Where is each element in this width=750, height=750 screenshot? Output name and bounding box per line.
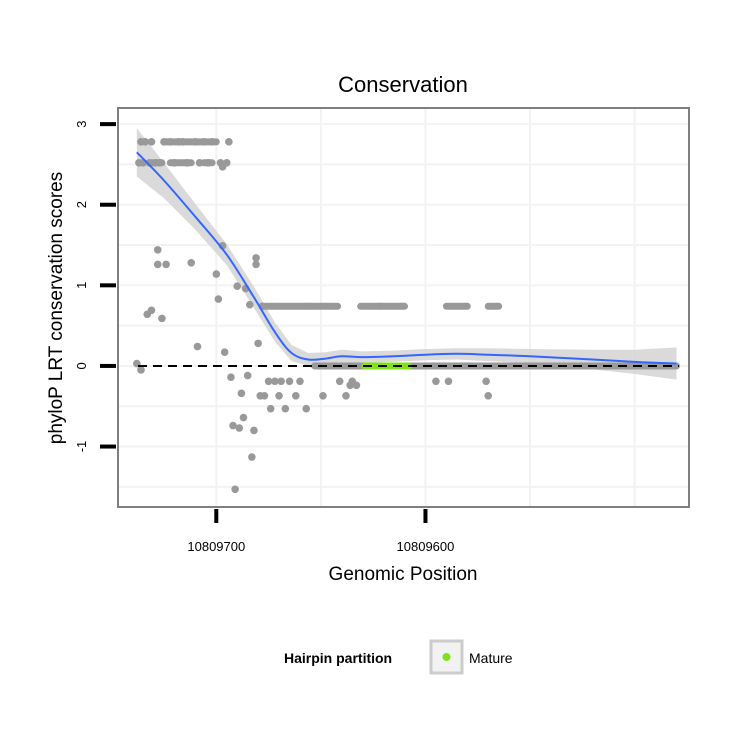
data-point [147,138,156,146]
y-axis: -1 0 1 2 3 [74,120,116,452]
data-point [342,391,350,400]
data-point [239,413,248,422]
x-tick-label: 10809600 [397,539,455,554]
data-point [291,391,300,400]
y-tick-label: 1 [74,282,89,289]
data-point [233,282,242,290]
data-point [352,381,361,390]
x-tick-label: 10809700 [187,539,245,554]
data-point [254,339,262,348]
confidence-ribbon [136,128,677,380]
data-point [235,424,244,432]
data-point [281,404,290,413]
x-axis-title: Genomic Position [329,564,478,585]
data-point [319,391,327,400]
data-point [277,377,285,386]
chart-title: Conservation [338,72,468,97]
data-point [260,391,269,400]
x-axis: 10809700 10809600 [187,509,454,554]
data-point [302,404,311,413]
legend-key-dot [442,653,451,661]
data-point [266,404,275,413]
data-point [231,485,239,494]
data-point [153,246,162,254]
data-point [147,306,156,315]
data-point [250,426,258,435]
data-point [214,295,223,303]
data-point [158,314,166,323]
data-point [275,391,283,400]
data-point [335,377,344,386]
data-point [248,453,256,461]
data-point [285,377,294,386]
data-point [212,270,221,278]
data-point [193,342,202,351]
data-point [227,373,235,382]
data-point [162,260,170,269]
data-point [137,366,145,374]
data-point [264,377,273,386]
plot-panel [117,107,690,508]
data-point [222,159,231,167]
confidence-band [136,128,677,380]
data-point [187,258,196,267]
data-point [229,421,237,430]
data-point [432,377,440,386]
legend: Hairpin partition Mature [284,639,513,675]
data-point [252,254,260,262]
data-point [225,138,233,146]
y-tick-label: 3 [74,120,89,127]
legend-label-mature: Mature [469,650,513,666]
legend-title: Hairpin partition [284,650,392,666]
data-point [245,300,254,309]
data-point [252,260,260,269]
data-point [220,348,229,357]
data-point [296,377,304,386]
data-point [484,391,493,400]
y-tick-label: 0 [74,362,89,369]
y-tick-label: -1 [74,441,89,453]
data-point [482,377,490,386]
data-point [243,371,252,380]
data-point [237,389,246,398]
data-point [141,138,149,146]
y-tick-label: 2 [74,201,89,208]
data-point [153,260,162,269]
y-axis-title: phyloP LRT conservation scores [46,172,67,445]
data-points [133,138,493,494]
data-point [444,377,453,386]
smooth-fit-line [136,151,677,365]
data-point [271,377,279,386]
